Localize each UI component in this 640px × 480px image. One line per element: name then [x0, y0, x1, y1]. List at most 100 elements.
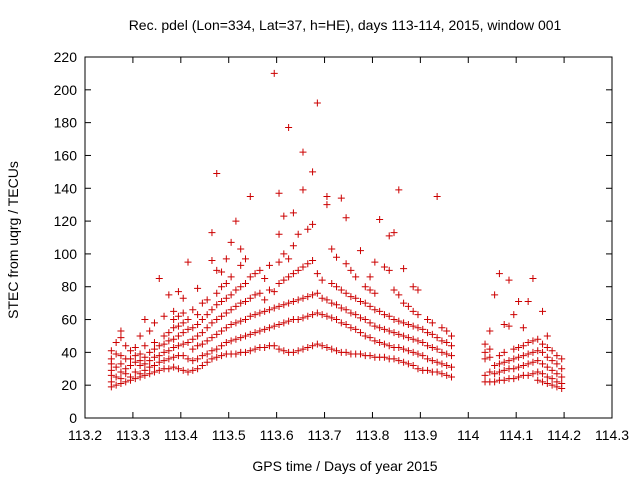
data-point [160, 348, 168, 356]
data-point [213, 301, 221, 309]
data-point [400, 265, 408, 273]
data-point [189, 357, 197, 365]
data-point [414, 311, 422, 319]
x-tick-label: 113.3 [116, 427, 150, 443]
data-point [289, 270, 297, 278]
x-tick-label: 114.3 [595, 427, 629, 443]
data-point [443, 371, 451, 379]
data-point [294, 316, 302, 324]
data-point [333, 283, 341, 291]
data-point [174, 322, 182, 330]
data-point [203, 324, 211, 332]
data-point [519, 352, 527, 360]
data-point [337, 319, 345, 327]
data-point [194, 342, 202, 350]
data-point [428, 330, 436, 338]
data-point [165, 355, 173, 363]
data-point [304, 260, 312, 268]
data-point [294, 347, 302, 355]
data-point [539, 348, 547, 356]
y-tick-label: 220 [54, 49, 78, 65]
data-point [390, 229, 398, 237]
data-point [371, 306, 379, 314]
data-point [203, 337, 211, 345]
data-point [414, 337, 422, 345]
data-point [448, 363, 456, 371]
data-point [428, 319, 436, 327]
data-point [380, 340, 388, 348]
y-tick-label: 180 [54, 115, 78, 131]
data-point [543, 353, 551, 361]
data-point [524, 350, 532, 358]
data-point [438, 348, 446, 356]
data-point [400, 299, 408, 307]
data-point [261, 343, 269, 351]
data-point [280, 250, 288, 258]
data-point [270, 288, 278, 296]
data-point [543, 380, 551, 388]
data-point [486, 327, 494, 335]
data-point [400, 358, 408, 366]
data-point [414, 350, 422, 358]
data-point [347, 324, 355, 332]
data-point [486, 353, 494, 361]
data-point [443, 327, 451, 335]
data-point [107, 355, 115, 363]
data-point [184, 258, 192, 266]
data-point [352, 273, 360, 281]
data-point [366, 273, 374, 281]
data-point [117, 360, 125, 368]
data-point [270, 69, 278, 77]
data-point [313, 309, 321, 317]
data-point [265, 324, 273, 332]
data-point [237, 334, 245, 342]
data-point [342, 320, 350, 328]
data-point [342, 348, 350, 356]
data-point [136, 350, 144, 358]
data-point [534, 376, 542, 384]
data-point [424, 342, 432, 350]
data-point [218, 283, 226, 291]
data-point [553, 352, 561, 360]
data-point [222, 294, 230, 302]
data-point [529, 337, 537, 345]
data-point [270, 304, 278, 312]
data-point [539, 378, 547, 386]
data-point [112, 350, 120, 358]
data-point [371, 289, 379, 297]
data-point [289, 242, 297, 250]
data-point [481, 340, 489, 348]
data-point [376, 307, 384, 315]
data-point [356, 314, 364, 322]
data-point [174, 365, 182, 373]
data-point [194, 332, 202, 340]
data-point [136, 370, 144, 378]
data-point [280, 347, 288, 355]
data-point [500, 320, 508, 328]
data-point [141, 342, 149, 350]
data-point [246, 330, 254, 338]
data-point [208, 256, 216, 264]
data-point [112, 339, 120, 347]
data-point [299, 263, 307, 271]
data-point [241, 279, 249, 287]
data-point [309, 168, 317, 176]
data-point [203, 296, 211, 304]
data-point [289, 297, 297, 305]
data-point [131, 368, 139, 376]
data-point [275, 279, 283, 287]
data-point [218, 342, 226, 350]
data-point [246, 294, 254, 302]
data-point [553, 370, 561, 378]
data-point [390, 329, 398, 337]
data-point [208, 347, 216, 355]
data-point [170, 335, 178, 343]
data-point [150, 319, 158, 327]
data-point [548, 366, 556, 374]
data-point [356, 247, 364, 255]
data-point [146, 363, 154, 371]
x-tick-label: 113.4 [164, 427, 198, 443]
data-point [390, 316, 398, 324]
data-point [529, 275, 537, 283]
data-point [155, 358, 163, 366]
